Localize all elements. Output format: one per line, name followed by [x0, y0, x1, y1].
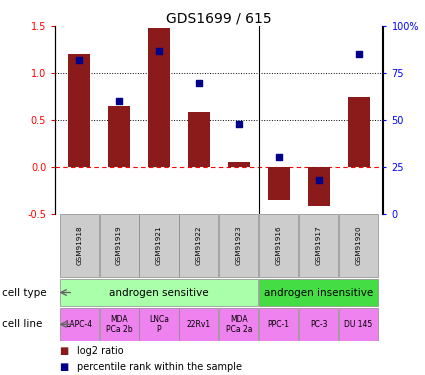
- FancyBboxPatch shape: [339, 308, 378, 340]
- FancyBboxPatch shape: [179, 214, 218, 277]
- Point: [76, 57, 82, 63]
- Bar: [308, 167, 330, 206]
- FancyBboxPatch shape: [219, 214, 258, 277]
- Text: GSM91918: GSM91918: [76, 226, 82, 266]
- FancyBboxPatch shape: [259, 279, 378, 306]
- FancyBboxPatch shape: [60, 279, 258, 306]
- FancyBboxPatch shape: [60, 214, 99, 277]
- Title: GDS1699 / 615: GDS1699 / 615: [166, 11, 272, 25]
- Text: GSM91923: GSM91923: [236, 226, 242, 266]
- FancyBboxPatch shape: [299, 214, 338, 277]
- Bar: [268, 167, 290, 200]
- Point: [156, 48, 162, 54]
- Point: [235, 121, 242, 127]
- Text: DU 145: DU 145: [344, 320, 373, 329]
- Text: MDA
PCa 2a: MDA PCa 2a: [226, 315, 252, 334]
- Bar: [108, 106, 130, 167]
- FancyBboxPatch shape: [339, 214, 378, 277]
- Text: percentile rank within the sample: percentile rank within the sample: [76, 362, 241, 372]
- Bar: [228, 162, 250, 167]
- Text: GSM91921: GSM91921: [156, 226, 162, 266]
- Text: PC-3: PC-3: [310, 320, 327, 329]
- Point: [275, 154, 282, 160]
- Text: LNCa
P: LNCa P: [149, 315, 169, 334]
- Bar: [188, 112, 210, 167]
- Point: [196, 80, 202, 86]
- Point: [315, 177, 322, 183]
- Text: GSM91920: GSM91920: [356, 226, 362, 266]
- Text: GSM91916: GSM91916: [276, 226, 282, 266]
- FancyBboxPatch shape: [259, 214, 298, 277]
- Text: ■: ■: [60, 362, 69, 372]
- FancyBboxPatch shape: [219, 308, 258, 340]
- FancyBboxPatch shape: [139, 214, 178, 277]
- Text: GSM91919: GSM91919: [116, 226, 122, 266]
- FancyBboxPatch shape: [179, 308, 218, 340]
- Text: log2 ratio: log2 ratio: [76, 346, 123, 356]
- Text: androgen insensitive: androgen insensitive: [264, 288, 373, 297]
- Point: [355, 51, 362, 57]
- FancyBboxPatch shape: [99, 308, 139, 340]
- Bar: [348, 97, 369, 167]
- Text: ■: ■: [60, 346, 69, 356]
- Text: cell line: cell line: [2, 320, 42, 329]
- Bar: [148, 28, 170, 167]
- FancyBboxPatch shape: [99, 214, 139, 277]
- Text: PPC-1: PPC-1: [268, 320, 290, 329]
- Text: GSM91922: GSM91922: [196, 226, 202, 266]
- Text: LAPC-4: LAPC-4: [65, 320, 93, 329]
- Point: [116, 98, 122, 104]
- Text: cell type: cell type: [2, 288, 47, 297]
- Bar: [68, 54, 90, 167]
- FancyBboxPatch shape: [60, 308, 99, 340]
- Text: 22Rv1: 22Rv1: [187, 320, 211, 329]
- Text: GSM91917: GSM91917: [316, 226, 322, 266]
- FancyBboxPatch shape: [299, 308, 338, 340]
- FancyBboxPatch shape: [259, 308, 298, 340]
- FancyBboxPatch shape: [139, 308, 178, 340]
- Text: androgen sensitive: androgen sensitive: [109, 288, 209, 297]
- Text: MDA
PCa 2b: MDA PCa 2b: [106, 315, 133, 334]
